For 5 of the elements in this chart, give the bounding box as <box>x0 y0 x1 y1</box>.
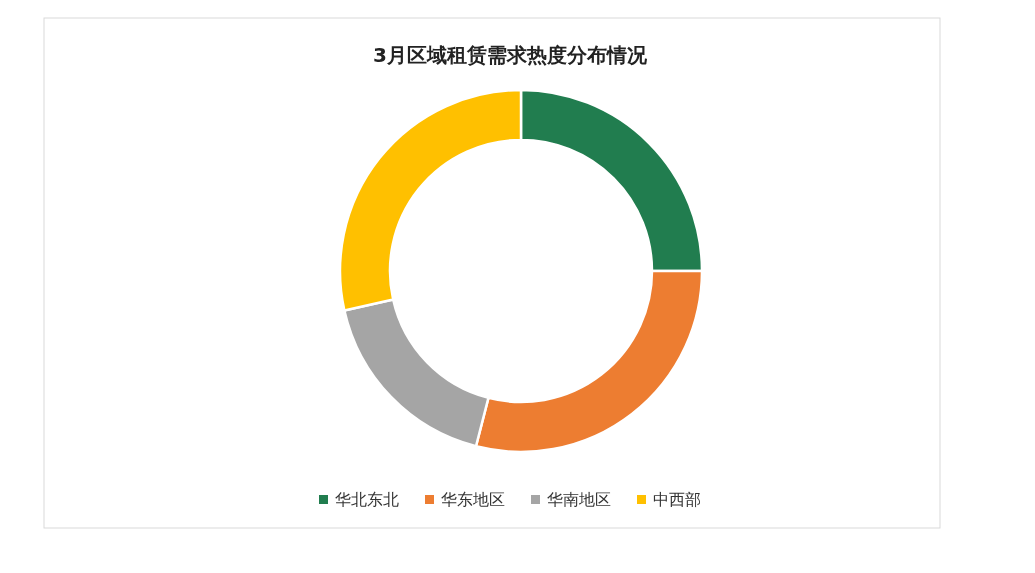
legend-label: 中西部 <box>653 490 701 509</box>
legend-label: 华北东北 <box>335 490 399 509</box>
legend-label: 华东地区 <box>441 490 505 509</box>
chart-title: 3月区域租赁需求热度分布情况 <box>373 43 648 67</box>
legend-label: 华南地区 <box>547 490 611 509</box>
